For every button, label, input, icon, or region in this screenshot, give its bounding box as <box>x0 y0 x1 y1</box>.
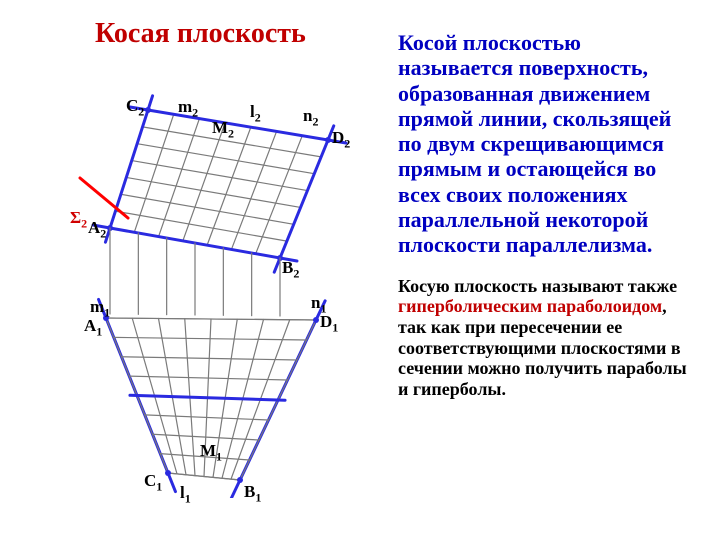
diagram-label: l2 <box>250 102 261 125</box>
diagram-label: m1 <box>90 297 110 320</box>
definition-paragraph: Косой плоскостью называется поверхность,… <box>398 30 698 258</box>
diagram-label: M1 <box>200 441 222 464</box>
text-column: Косой плоскостью называется поверхность,… <box>398 30 698 400</box>
diagram-label: C1 <box>144 471 162 494</box>
diagram-label: n2 <box>303 106 318 129</box>
diagram-label: Σ2 <box>70 208 87 231</box>
diagram-label: B1 <box>244 482 261 505</box>
diagram-label: m2 <box>178 97 198 120</box>
slide-title: Косая плоскость <box>95 18 306 50</box>
diagram-label: l1 <box>180 483 191 506</box>
diagram: A2B2C2D2A1B1C1D1m2M2l2n2m1M1l1n1Σ2 <box>70 78 380 498</box>
note-pre: Косую плоскость называют также <box>398 276 677 296</box>
definition-rest: называется поверхность, образованная дви… <box>398 55 671 257</box>
diagram-label: A2 <box>88 218 106 241</box>
diagram-label: D2 <box>332 128 350 151</box>
diagram-label: C2 <box>126 96 144 119</box>
note-paragraph: Косую плоскость называют также гиперболи… <box>398 276 698 400</box>
diagram-label: n1 <box>311 293 326 316</box>
diagram-label: M2 <box>212 118 234 141</box>
note-term: гиперболическим параболоидом <box>398 296 662 316</box>
definition-lead: Косой плоскостью <box>398 30 581 55</box>
diagram-label: B2 <box>282 258 299 281</box>
